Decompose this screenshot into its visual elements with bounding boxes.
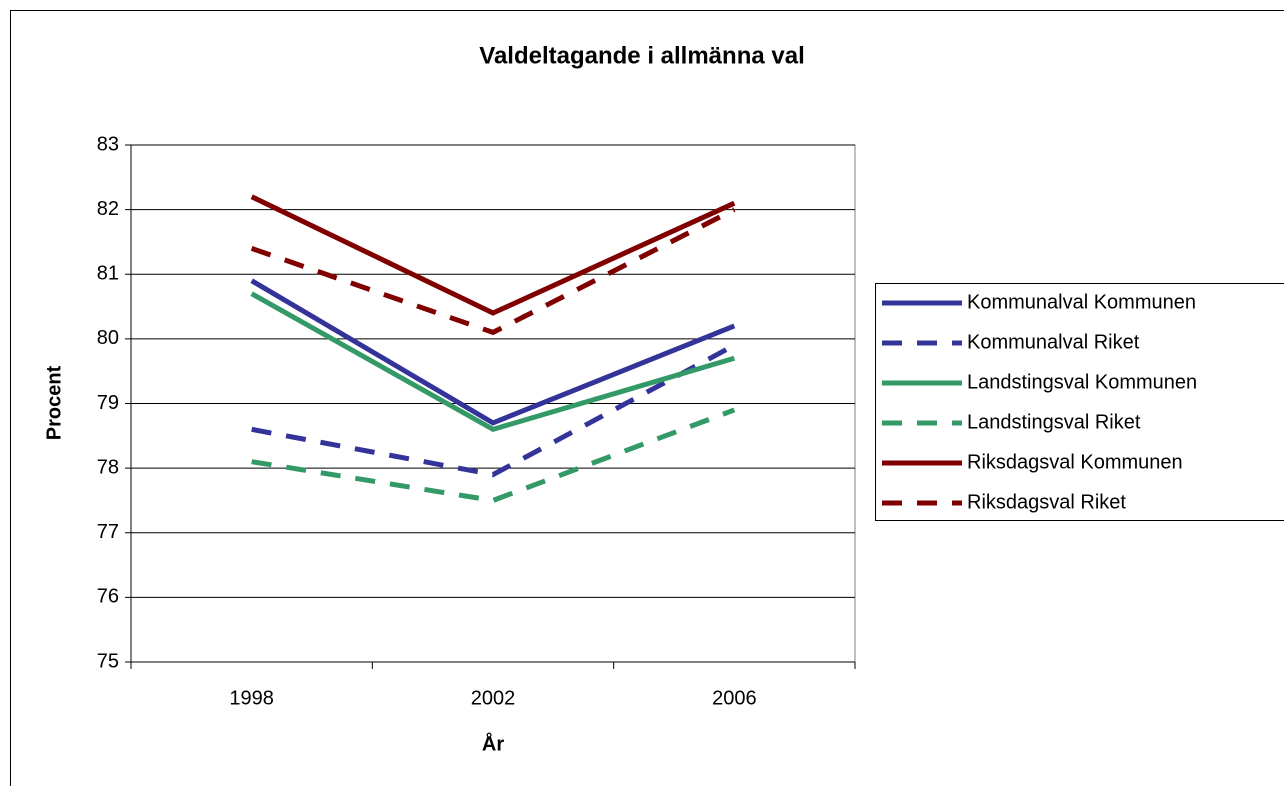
y-tick-label: 78 (97, 456, 119, 478)
x-tick-label: 1998 (229, 687, 274, 709)
legend-label: Landstingsval Riket (967, 411, 1141, 433)
legend-label: Riksdagsval Riket (967, 491, 1126, 513)
legend-label: Kommunalval Kommunen (967, 291, 1196, 313)
x-tick-label: 2002 (471, 687, 516, 709)
y-tick-label: 75 (97, 650, 119, 672)
legend (876, 284, 1284, 521)
y-axis-title: Procent (43, 365, 65, 440)
y-tick-label: 79 (97, 392, 119, 414)
y-tick-label: 81 (97, 263, 119, 285)
x-axis-title: År (482, 731, 504, 755)
y-tick-label: 77 (97, 521, 119, 543)
legend-label: Landstingsval Kommunen (967, 371, 1197, 393)
x-tick-label: 2006 (712, 687, 757, 709)
y-tick-label: 83 (97, 133, 119, 155)
chart-title: Valdeltagande i allmänna val (479, 42, 804, 69)
legend-label: Riksdagsval Kommunen (967, 451, 1183, 473)
legend-label: Kommunalval Riket (967, 331, 1140, 353)
y-tick-label: 80 (97, 327, 119, 349)
y-tick-label: 76 (97, 586, 119, 608)
y-tick-label: 82 (97, 198, 119, 220)
